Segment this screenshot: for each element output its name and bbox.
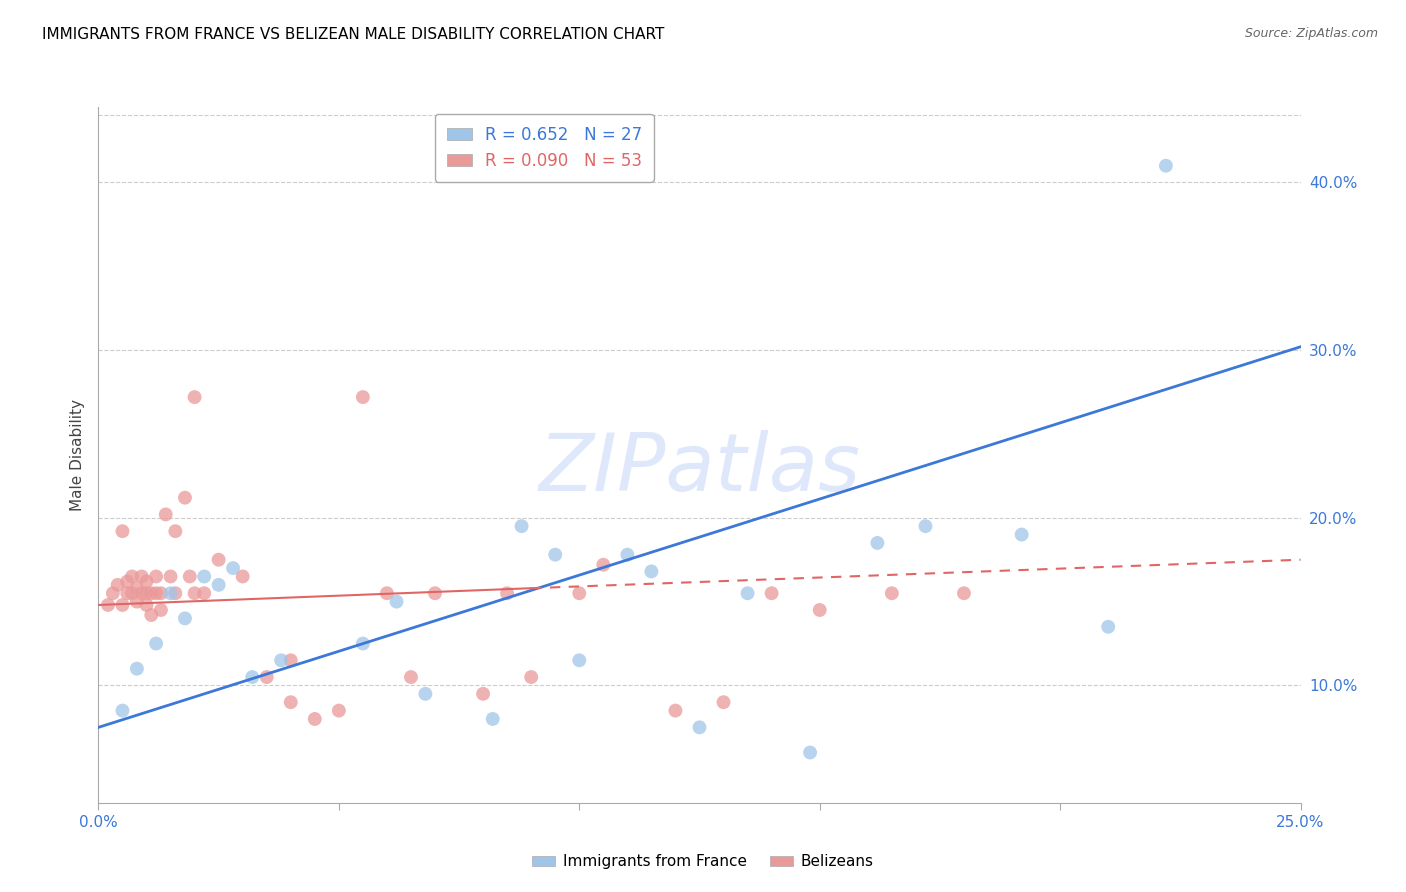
Point xyxy=(155,508,177,522)
Point xyxy=(131,586,153,600)
Point xyxy=(149,586,172,600)
Point xyxy=(399,670,422,684)
Point xyxy=(799,746,821,760)
Point xyxy=(131,569,153,583)
Point xyxy=(135,598,157,612)
Point xyxy=(97,598,120,612)
Point xyxy=(125,594,148,608)
Point xyxy=(179,569,201,583)
Text: ZIPatlas: ZIPatlas xyxy=(538,430,860,508)
Point xyxy=(193,586,215,600)
Point xyxy=(240,670,263,684)
Point xyxy=(640,565,662,579)
Point xyxy=(1097,620,1119,634)
Point xyxy=(880,586,903,600)
Point xyxy=(107,578,129,592)
Point xyxy=(121,569,143,583)
Point xyxy=(208,552,231,566)
Point xyxy=(222,561,245,575)
Point xyxy=(481,712,503,726)
Point xyxy=(165,586,187,600)
Point xyxy=(808,603,831,617)
Point xyxy=(174,611,197,625)
Point xyxy=(664,704,686,718)
Point xyxy=(183,586,205,600)
Point xyxy=(1154,159,1177,173)
Point xyxy=(193,569,215,583)
Point xyxy=(385,594,408,608)
Point xyxy=(174,491,197,505)
Point xyxy=(117,574,139,589)
Point xyxy=(111,598,134,612)
Point xyxy=(544,548,567,562)
Legend: R = 0.652   N = 27, R = 0.090   N = 53: R = 0.652 N = 27, R = 0.090 N = 53 xyxy=(434,114,654,182)
Point xyxy=(423,586,446,600)
Point xyxy=(183,390,205,404)
Text: Source: ZipAtlas.com: Source: ZipAtlas.com xyxy=(1244,27,1378,40)
Point xyxy=(208,578,231,592)
Point xyxy=(304,712,326,726)
Point xyxy=(352,390,374,404)
Point xyxy=(352,636,374,650)
Point xyxy=(1011,527,1033,541)
Point xyxy=(125,581,148,595)
Point xyxy=(145,569,167,583)
Point xyxy=(149,603,172,617)
Point xyxy=(280,695,302,709)
Point xyxy=(496,586,519,600)
Point xyxy=(472,687,495,701)
Text: IMMIGRANTS FROM FRANCE VS BELIZEAN MALE DISABILITY CORRELATION CHART: IMMIGRANTS FROM FRANCE VS BELIZEAN MALE … xyxy=(42,27,665,42)
Y-axis label: Male Disability: Male Disability xyxy=(70,399,86,511)
Point xyxy=(232,569,254,583)
Point xyxy=(415,687,437,701)
Point xyxy=(256,670,278,684)
Point xyxy=(568,653,591,667)
Point xyxy=(141,607,163,622)
Point xyxy=(520,670,543,684)
Point xyxy=(159,569,181,583)
Point xyxy=(145,636,167,650)
Point xyxy=(375,586,398,600)
Point xyxy=(141,586,163,600)
Point xyxy=(689,720,711,734)
Point xyxy=(510,519,533,533)
Point xyxy=(568,586,591,600)
Point xyxy=(280,653,302,667)
Point xyxy=(866,536,889,550)
Point xyxy=(761,586,783,600)
Point xyxy=(616,548,638,562)
Legend: Immigrants from France, Belizeans: Immigrants from France, Belizeans xyxy=(526,848,880,875)
Point xyxy=(145,586,167,600)
Point xyxy=(914,519,936,533)
Point xyxy=(111,704,134,718)
Point xyxy=(953,586,976,600)
Point xyxy=(737,586,759,600)
Point xyxy=(165,524,187,539)
Point xyxy=(592,558,614,572)
Point xyxy=(135,586,157,600)
Point xyxy=(135,574,157,589)
Point xyxy=(270,653,292,667)
Point xyxy=(159,586,181,600)
Point xyxy=(111,524,134,539)
Point xyxy=(101,586,124,600)
Point xyxy=(125,662,148,676)
Point xyxy=(713,695,735,709)
Point xyxy=(121,586,143,600)
Point xyxy=(117,586,139,600)
Point xyxy=(328,704,350,718)
